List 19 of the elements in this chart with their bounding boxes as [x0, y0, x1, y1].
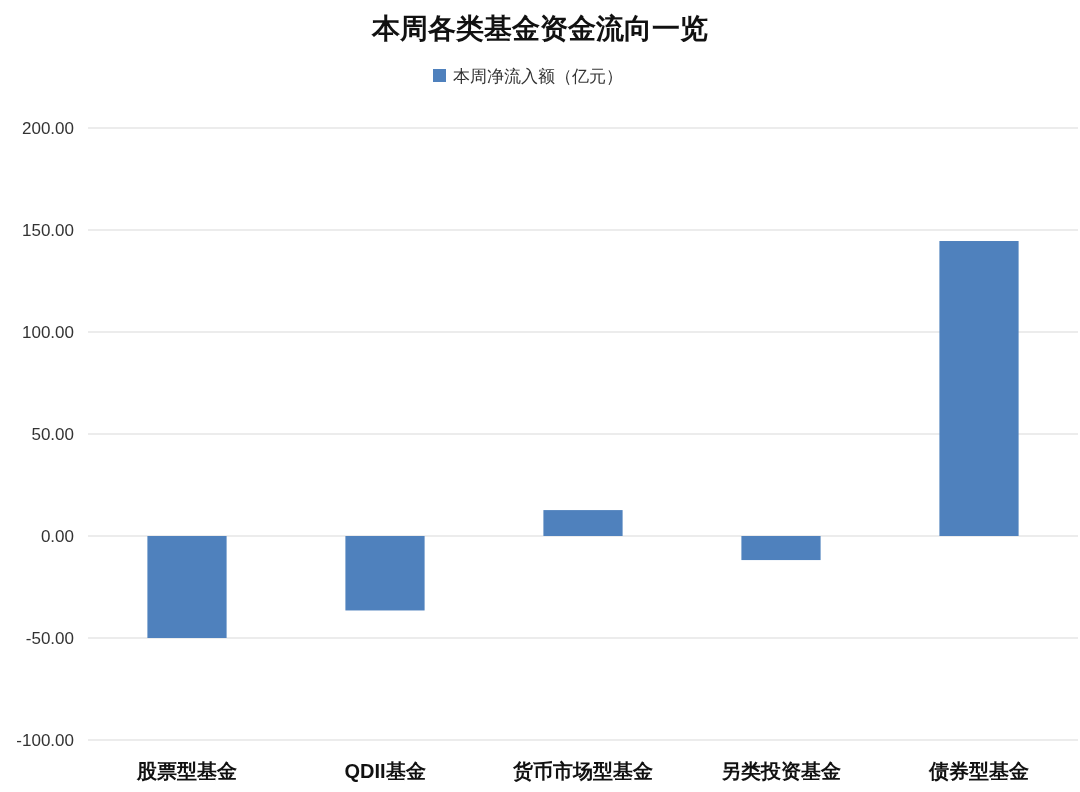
x-tick-label: QDII基金	[344, 760, 426, 782]
bar	[345, 536, 425, 611]
chart-title: 本周各类基金资金流向一览	[371, 13, 708, 44]
y-tick-label: 100.00	[22, 323, 74, 342]
x-tick-label: 股票型基金	[136, 760, 237, 782]
y-tick-label: 150.00	[22, 221, 74, 240]
x-tick-label: 另类投资基金	[721, 760, 841, 782]
bar	[939, 241, 1019, 536]
y-tick-label: 200.00	[22, 119, 74, 138]
legend-label: 本周净流入额（亿元）	[453, 67, 623, 86]
bar	[147, 536, 227, 638]
y-tick-label: -50.00	[25, 629, 74, 648]
x-tick-label: 债券型基金	[928, 760, 1029, 782]
y-tick-label: 50.00	[31, 425, 74, 444]
bar	[543, 510, 623, 536]
y-tick-label: 0.00	[40, 527, 74, 546]
bar	[741, 536, 821, 561]
y-tick-label: -100.00	[16, 731, 74, 750]
x-tick-label: 货币市场型基金	[512, 760, 653, 782]
